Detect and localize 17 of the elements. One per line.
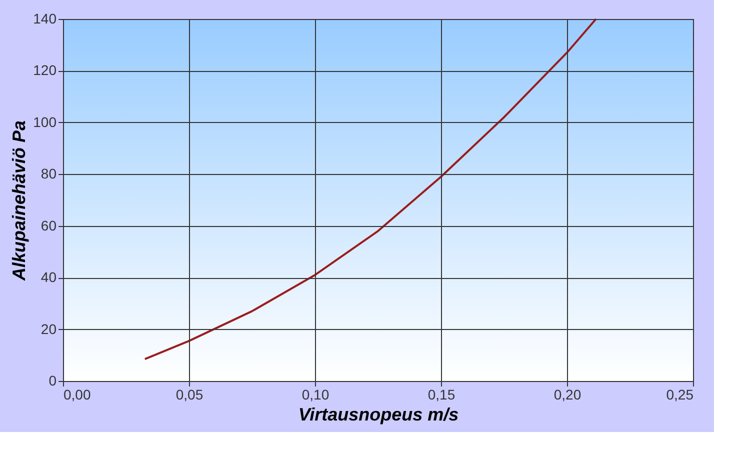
x-tick-label: 0,15 bbox=[428, 386, 456, 402]
x-tick-label: 0,10 bbox=[302, 386, 330, 402]
y-tick-label: 140 bbox=[33, 10, 57, 26]
y-tick-label: 20 bbox=[40, 320, 57, 337]
x-tick-label: 0,25 bbox=[666, 386, 694, 402]
y-tick-label: 0 bbox=[48, 372, 57, 388]
y-tick-label: 120 bbox=[33, 62, 57, 78]
x-tick-label: 0,05 bbox=[176, 386, 204, 402]
y-tick-label: 100 bbox=[33, 114, 57, 130]
line-series bbox=[144, 18, 597, 360]
x-tick-label: 0,00 bbox=[64, 386, 91, 402]
x-axis-title: Virtausnopeus m/s bbox=[298, 404, 459, 424]
y-tick-label: 40 bbox=[40, 269, 57, 286]
y-axis-title: Alkupainehäviö Pa bbox=[9, 120, 30, 282]
x-tick-label: 0,20 bbox=[554, 386, 582, 402]
y-tick-label: 80 bbox=[40, 166, 57, 182]
y-tick-label: 60 bbox=[40, 217, 57, 234]
